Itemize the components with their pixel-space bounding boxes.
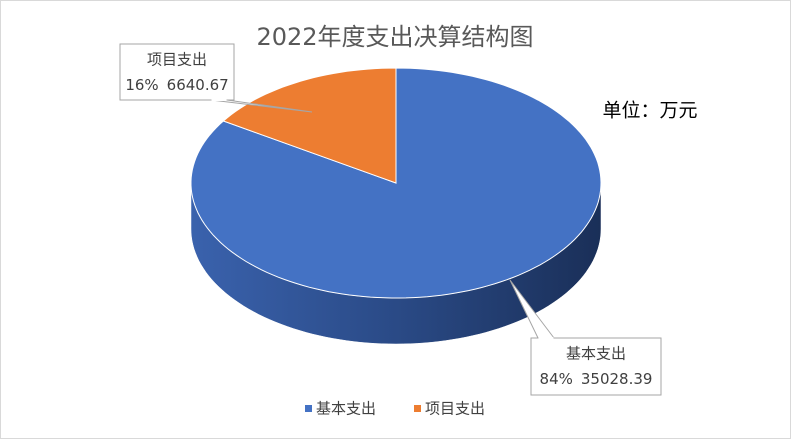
data-labels: 基本支出 84% 35028.39 项目支出 16% 6640.67: [119, 43, 662, 396]
callout-box: [119, 43, 235, 101]
callout-leader: [509, 279, 555, 339]
chart-title: 2022年度支出决算结构图: [256, 23, 533, 51]
data-label-value: 6640.67: [167, 76, 229, 94]
data-label-value-line: 84% 35028.39: [540, 370, 653, 388]
data-label-percent: 16%: [125, 76, 158, 94]
data-label-value: 35028.39: [581, 370, 653, 388]
pie: [190, 67, 602, 345]
legend-swatch: [414, 405, 421, 412]
pie-slice: [222, 67, 397, 184]
legend: 基本支出 项目支出: [305, 400, 485, 418]
legend-label: 基本支出: [316, 400, 376, 418]
unit-note: 单位：万元: [602, 100, 697, 122]
data-label-value-line: 16% 6640.67: [125, 76, 228, 94]
legend-label: 项目支出: [425, 400, 485, 418]
data-label-percent: 84%: [540, 370, 573, 388]
callout-leader: [210, 99, 313, 113]
data-label-category: 基本支出: [566, 345, 626, 363]
callout-box: [530, 337, 662, 396]
legend-swatch: [305, 405, 312, 412]
data-label-category: 项目支出: [147, 51, 207, 69]
